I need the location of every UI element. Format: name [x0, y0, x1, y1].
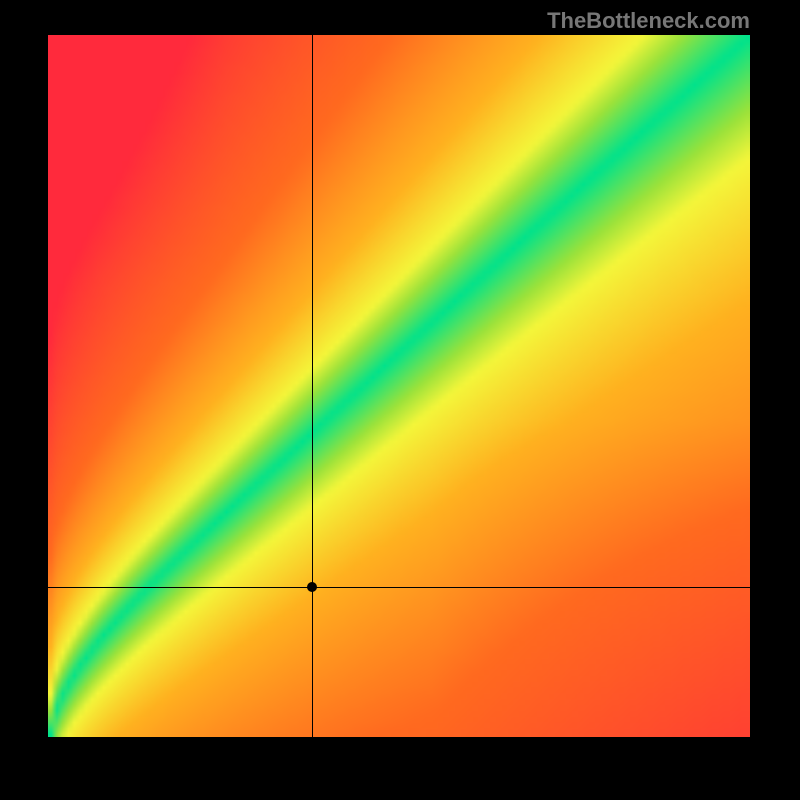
crosshair-vertical: [312, 35, 313, 737]
heatmap-canvas: [48, 35, 750, 737]
watermark-text: TheBottleneck.com: [547, 8, 750, 34]
data-point-marker: [307, 582, 317, 592]
chart-area: [48, 35, 750, 737]
crosshair-horizontal: [48, 587, 750, 588]
